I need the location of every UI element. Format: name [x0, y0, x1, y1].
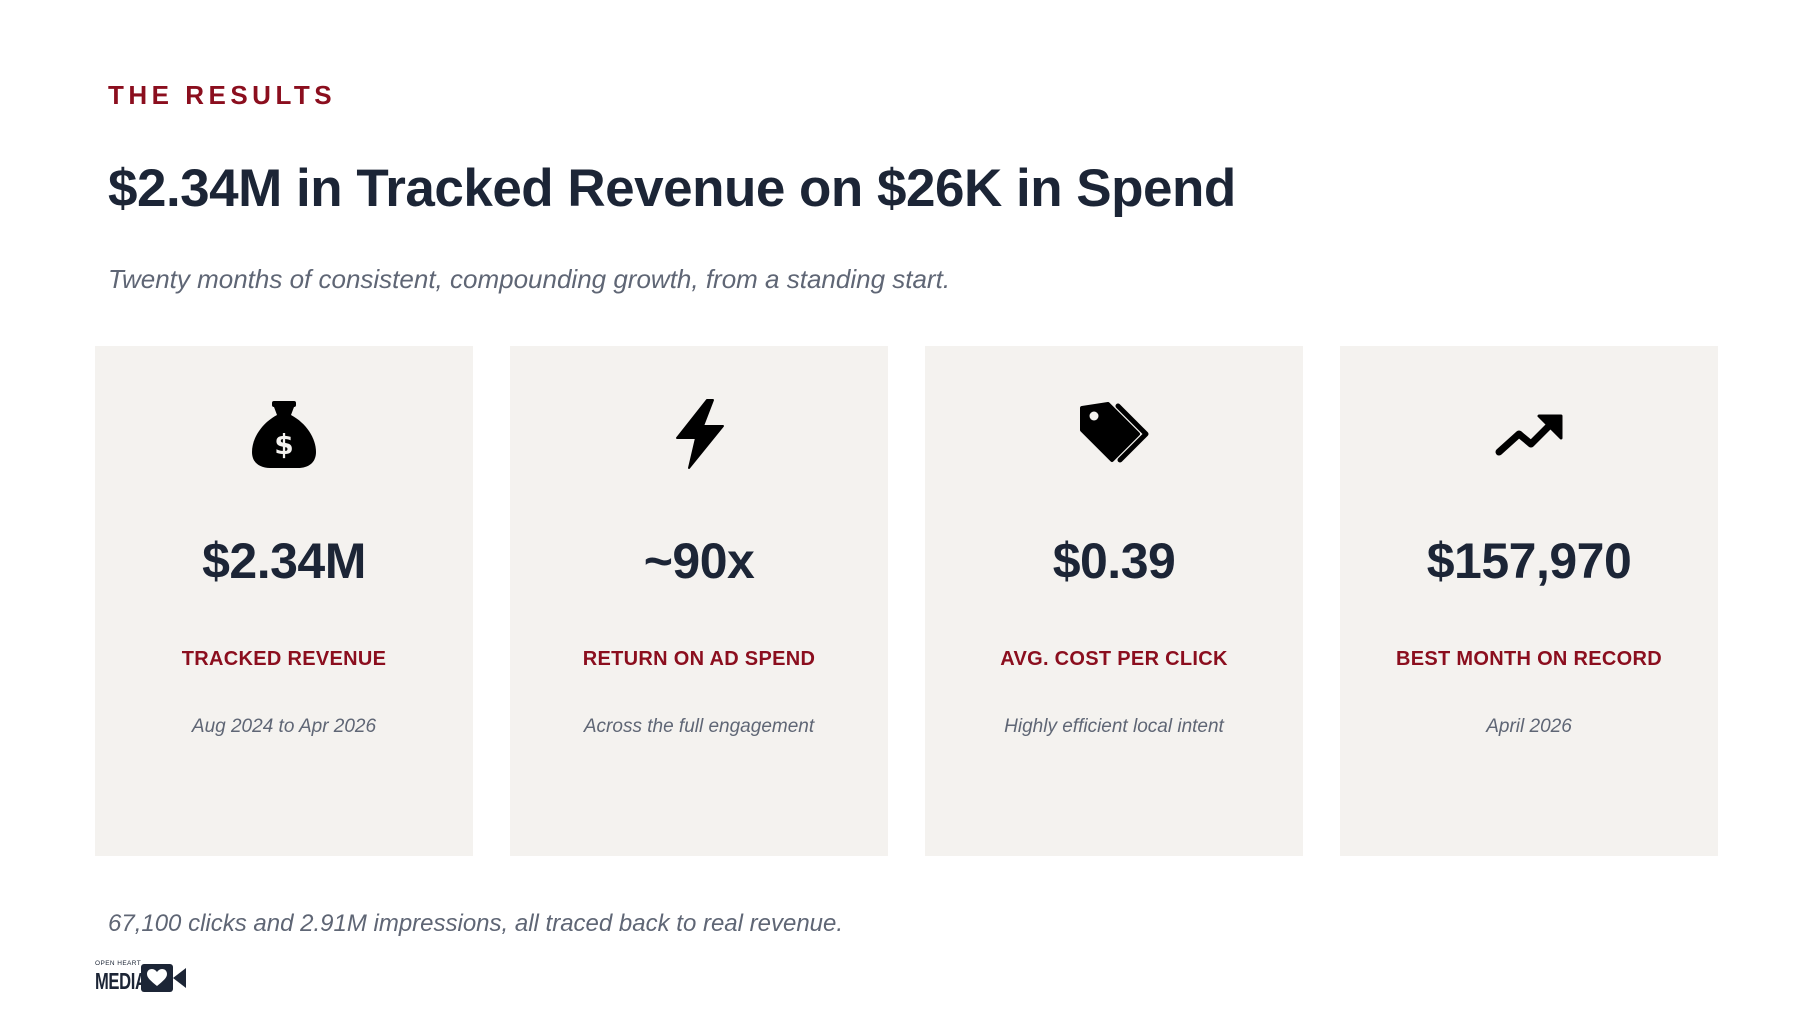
- footnote: 67,100 clicks and 2.91M impressions, all…: [108, 910, 844, 937]
- stat-card-cpc: $0.39 AVG. COST PER CLICK Highly efficie…: [925, 346, 1303, 856]
- camera-heart-icon: [141, 964, 186, 992]
- subheadline: Twenty months of consistent, compounding…: [108, 264, 951, 294]
- svg-text:$: $: [274, 428, 293, 461]
- stat-value: ~90x: [643, 533, 755, 589]
- stat-card-revenue: $ $2.34M TRACKED REVENUE Aug 2024 to Apr…: [95, 346, 473, 856]
- logo-small-text: OPEN HEART: [95, 960, 142, 967]
- logo-big-text: MEDIA: [95, 968, 147, 994]
- stat-caption: April 2026: [1486, 716, 1572, 737]
- stat-label: AVG. COST PER CLICK: [1000, 648, 1228, 670]
- stat-card-roas: ~90x RETURN ON AD SPEND Across the full …: [510, 346, 888, 856]
- stat-caption: Aug 2024 to Apr 2026: [191, 716, 377, 737]
- stat-value: $157,970: [1426, 533, 1632, 589]
- trending-up-icon: [1493, 398, 1565, 470]
- stat-label: BEST MONTH ON RECORD: [1396, 648, 1662, 670]
- page-title: $2.34M in Tracked Revenue on $26K in Spe…: [108, 159, 1236, 218]
- stat-card-best-month: $157,970 BEST MONTH ON RECORD April 2026: [1340, 346, 1718, 856]
- money-bag-icon: $: [248, 398, 320, 470]
- stat-value: $2.34M: [202, 533, 366, 589]
- stat-label: RETURN ON AD SPEND: [582, 648, 816, 670]
- stat-value: $0.39: [1052, 533, 1176, 589]
- company-logo: OPEN HEART MEDIA: [95, 960, 187, 996]
- stat-cards: $ $2.34M TRACKED REVENUE Aug 2024 to Apr…: [95, 346, 1718, 856]
- price-tags-icon: [1078, 398, 1150, 470]
- stat-caption: Across the full engagement: [583, 716, 815, 737]
- stat-caption: Highly efficient local intent: [1004, 716, 1224, 737]
- lightning-bolt-icon: [663, 398, 735, 470]
- stat-label: TRACKED REVENUE: [181, 648, 387, 670]
- eyebrow: THE RESULTS: [108, 80, 337, 110]
